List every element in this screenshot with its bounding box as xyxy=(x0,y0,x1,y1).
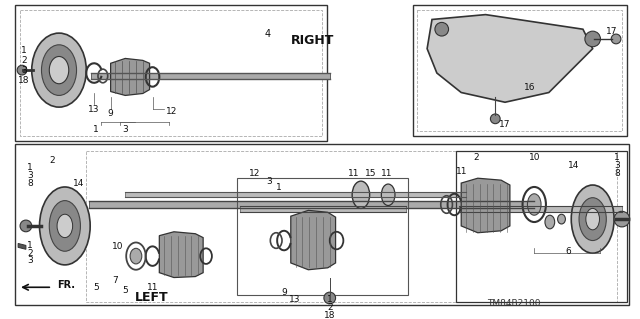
Text: 11: 11 xyxy=(147,283,158,292)
Text: 8: 8 xyxy=(614,169,620,178)
Text: 13: 13 xyxy=(289,295,300,304)
Text: 3: 3 xyxy=(27,171,33,180)
Text: 14: 14 xyxy=(568,161,579,170)
Text: 15: 15 xyxy=(365,169,376,178)
Text: 12: 12 xyxy=(249,169,260,178)
Ellipse shape xyxy=(381,184,395,205)
Text: 17: 17 xyxy=(606,27,618,36)
Text: 11: 11 xyxy=(456,167,468,176)
Text: 18: 18 xyxy=(18,76,29,85)
Text: 1: 1 xyxy=(327,295,333,304)
Ellipse shape xyxy=(557,214,565,224)
Text: 1: 1 xyxy=(276,183,282,192)
Ellipse shape xyxy=(57,214,73,238)
Ellipse shape xyxy=(32,33,86,107)
Polygon shape xyxy=(91,73,330,79)
Text: 16: 16 xyxy=(524,83,535,92)
Text: 11: 11 xyxy=(380,169,392,178)
Text: 2: 2 xyxy=(473,153,479,162)
Ellipse shape xyxy=(130,248,142,264)
Ellipse shape xyxy=(49,56,68,84)
Text: LEFT: LEFT xyxy=(135,291,168,303)
Text: 10: 10 xyxy=(112,242,123,251)
Ellipse shape xyxy=(545,215,555,229)
Text: 3: 3 xyxy=(21,66,27,75)
Text: 2: 2 xyxy=(21,56,27,65)
Text: 1: 1 xyxy=(27,241,33,250)
Text: 17: 17 xyxy=(499,120,511,129)
Text: 14: 14 xyxy=(73,179,84,188)
Text: 11: 11 xyxy=(348,169,360,178)
Ellipse shape xyxy=(579,198,606,241)
Text: 9: 9 xyxy=(108,109,113,118)
Text: 2: 2 xyxy=(27,249,33,258)
Ellipse shape xyxy=(42,45,77,95)
Text: 2: 2 xyxy=(327,303,333,312)
Polygon shape xyxy=(125,192,466,197)
Bar xyxy=(456,151,627,302)
Ellipse shape xyxy=(611,34,621,44)
Text: 18: 18 xyxy=(324,311,335,319)
Polygon shape xyxy=(240,206,406,212)
Polygon shape xyxy=(461,178,510,233)
Bar xyxy=(20,10,322,136)
Text: 12: 12 xyxy=(166,108,178,116)
Ellipse shape xyxy=(614,211,630,227)
Ellipse shape xyxy=(585,31,600,47)
Text: 8: 8 xyxy=(27,179,33,188)
Text: 10: 10 xyxy=(529,153,540,162)
Polygon shape xyxy=(111,58,150,95)
Ellipse shape xyxy=(586,208,600,230)
Ellipse shape xyxy=(572,185,614,253)
Text: 5: 5 xyxy=(93,283,99,292)
Bar xyxy=(15,144,628,305)
Ellipse shape xyxy=(527,194,541,215)
Polygon shape xyxy=(427,15,593,102)
Ellipse shape xyxy=(40,187,90,265)
Ellipse shape xyxy=(352,181,370,208)
Bar xyxy=(417,10,622,131)
Text: TM84B2100: TM84B2100 xyxy=(488,299,541,308)
Text: 6: 6 xyxy=(566,247,572,256)
Polygon shape xyxy=(460,206,622,212)
Text: 13: 13 xyxy=(88,105,100,114)
Text: 5: 5 xyxy=(122,286,128,295)
Text: 1: 1 xyxy=(614,153,620,162)
Text: 1: 1 xyxy=(27,163,33,172)
Text: 3: 3 xyxy=(266,177,272,186)
Ellipse shape xyxy=(20,220,32,232)
Text: 1: 1 xyxy=(93,125,99,134)
Bar xyxy=(413,5,627,136)
Ellipse shape xyxy=(435,22,449,36)
Text: 2: 2 xyxy=(49,156,55,165)
Bar xyxy=(237,178,408,295)
Bar xyxy=(86,151,617,302)
Ellipse shape xyxy=(324,292,335,304)
Text: RIGHT: RIGHT xyxy=(291,34,334,48)
Ellipse shape xyxy=(17,65,27,75)
Text: 3: 3 xyxy=(122,125,128,134)
Text: 1: 1 xyxy=(21,46,27,55)
Ellipse shape xyxy=(49,201,81,251)
Bar xyxy=(15,5,327,141)
Text: FR.: FR. xyxy=(57,280,75,290)
Text: 4: 4 xyxy=(264,29,271,39)
Polygon shape xyxy=(291,210,335,270)
Text: 3: 3 xyxy=(27,256,33,265)
Polygon shape xyxy=(18,243,26,249)
Text: 9: 9 xyxy=(281,288,287,297)
Text: 7: 7 xyxy=(113,276,118,285)
Polygon shape xyxy=(89,201,534,208)
Polygon shape xyxy=(159,232,203,278)
Ellipse shape xyxy=(490,114,500,124)
Text: 3: 3 xyxy=(614,161,620,170)
